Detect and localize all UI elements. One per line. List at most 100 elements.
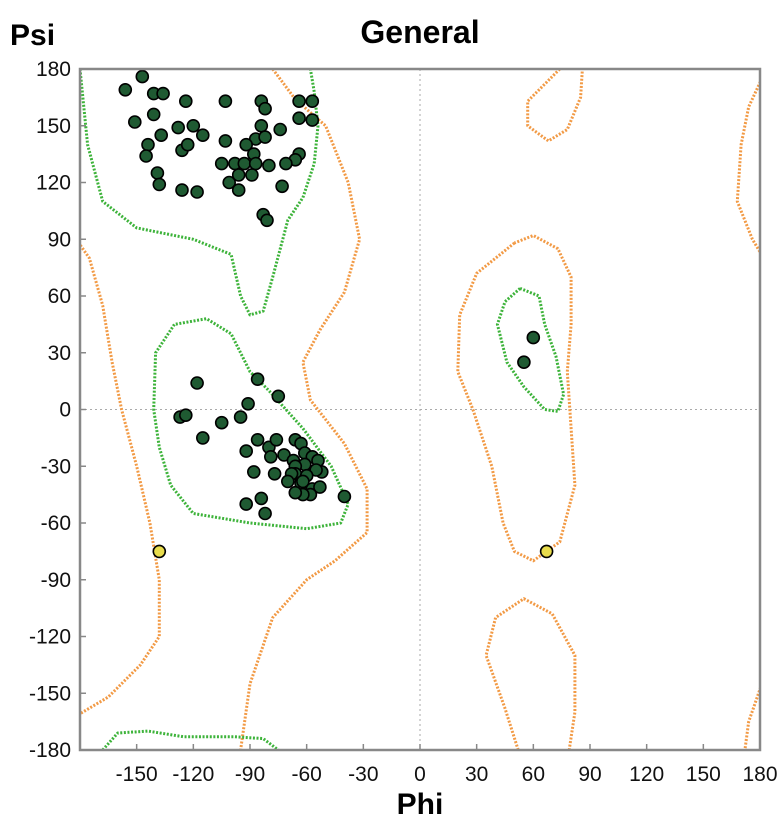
residue-point-30 — [218, 134, 233, 148]
residue-point-33 — [239, 137, 253, 152]
contour-lines — [80, 69, 760, 750]
x-tick-label: -90 — [235, 763, 265, 786]
residue-point-45 — [275, 179, 289, 194]
y-tick-label: 150 — [36, 115, 71, 138]
residue-point-27 — [152, 177, 167, 192]
residue-point-88 — [239, 497, 253, 511]
residue-point-24 — [141, 137, 155, 152]
residue-point-19 — [254, 119, 269, 133]
residue-point-8 — [179, 94, 193, 108]
residue-point-44 — [279, 156, 293, 171]
residue-point-23 — [180, 137, 195, 152]
x-tick-label: -150 — [116, 763, 158, 786]
y-tick-label: 90 — [48, 228, 71, 251]
data-points — [118, 69, 554, 559]
residue-point-81 — [296, 474, 310, 489]
x-tick-label: 180 — [742, 763, 777, 786]
y-tick-label: -90 — [41, 569, 71, 592]
residue-point-83 — [280, 474, 295, 489]
x-tick-label: 0 — [414, 763, 426, 786]
residue-point-4 — [156, 86, 170, 101]
residue-point-54 — [233, 410, 248, 424]
residue-point-87 — [258, 506, 272, 521]
residue-point-63 — [239, 444, 253, 458]
favored-contour-2 — [495, 287, 566, 413]
residue-point-48 — [190, 376, 204, 390]
residue-point-10 — [196, 128, 210, 142]
x-tick-label: 150 — [686, 763, 721, 786]
residue-point-29 — [190, 185, 204, 199]
residue-point-77 — [313, 480, 327, 494]
residue-point-38 — [231, 183, 246, 197]
x-tick-label: -60 — [291, 763, 321, 786]
allowed-contour-3 — [526, 69, 584, 143]
allowed-contour-4 — [484, 597, 577, 750]
y-tick-label: 180 — [36, 58, 71, 81]
residue-point-55 — [241, 396, 255, 411]
residue-point-25 — [139, 149, 153, 163]
residue-point-2 — [128, 115, 142, 129]
residue-point-6 — [154, 128, 168, 142]
residue-point-13 — [258, 101, 272, 116]
y-tick-label: -120 — [29, 626, 71, 649]
residue-point-26 — [150, 166, 165, 180]
x-tick-label: 30 — [465, 763, 488, 786]
x-axis-ticks: -150 -120 -90 -60 -30 0 30 60 90 120 150 180 — [116, 744, 778, 786]
favored-contour-0 — [80, 69, 320, 317]
residue-point-50 — [271, 389, 286, 404]
x-tick-label: 90 — [578, 763, 601, 786]
residue-point-17 — [305, 113, 320, 127]
residue-point-90 — [526, 330, 541, 345]
allowed-contour-0 — [239, 69, 369, 750]
residue-point-85 — [247, 465, 261, 479]
y-tick-label: -30 — [41, 455, 71, 478]
residue-point-84 — [267, 466, 282, 481]
y-tick-label: -60 — [41, 512, 71, 535]
residue-point-15 — [305, 94, 320, 108]
residue-point-80 — [288, 485, 303, 500]
residue-point-0 — [118, 83, 133, 97]
x-tick-label: -120 — [172, 763, 214, 786]
residue-point-18 — [273, 122, 288, 137]
y-tick-label: 30 — [48, 342, 71, 365]
residue-point-41 — [214, 156, 229, 171]
residue-point-16 — [292, 111, 306, 125]
allowed-contour-1 — [80, 242, 161, 716]
residue-point-21 — [258, 130, 272, 144]
chart-title: General — [360, 14, 479, 50]
allowed-contour-2 — [456, 234, 577, 563]
residue-point-5 — [146, 107, 161, 122]
residue-point-53 — [214, 415, 229, 430]
y-tick-label: -150 — [29, 682, 71, 705]
x-axis-title: Phi — [397, 788, 444, 821]
residue-point-40 — [262, 158, 276, 173]
residue-point-1 — [135, 69, 150, 84]
residue-point-9 — [186, 119, 201, 133]
residue-point-14 — [292, 94, 306, 108]
favored-contour-3 — [101, 729, 280, 750]
x-tick-label: 120 — [629, 763, 664, 786]
y-tick-label: 0 — [59, 399, 71, 422]
residue-point-28 — [175, 183, 189, 197]
x-tick-label: -30 — [348, 763, 378, 786]
residue-point-86 — [254, 491, 269, 506]
outlier-point-1 — [539, 544, 554, 559]
favored-contour-1 — [152, 317, 350, 531]
allowed-contour-6 — [743, 684, 760, 750]
residue-point-47 — [260, 213, 274, 228]
residue-point-7 — [171, 120, 185, 135]
residue-point-11 — [218, 94, 233, 108]
residue-point-91 — [517, 355, 531, 370]
grid — [80, 69, 760, 750]
residue-point-57 — [250, 432, 265, 447]
residue-point-35 — [248, 156, 263, 171]
residue-point-64 — [263, 449, 278, 464]
y-axis-ticks: 180 150 120 90 60 30 0 -30 -60 -90 -120 -150 -180 — [29, 58, 86, 762]
x-tick-label: 60 — [522, 763, 545, 786]
outlier-point-0 — [152, 544, 167, 559]
allowed-contour-5 — [735, 79, 760, 255]
residue-point-52 — [179, 408, 193, 423]
residue-point-32 — [237, 156, 252, 171]
y-tick-label: -180 — [29, 739, 71, 762]
